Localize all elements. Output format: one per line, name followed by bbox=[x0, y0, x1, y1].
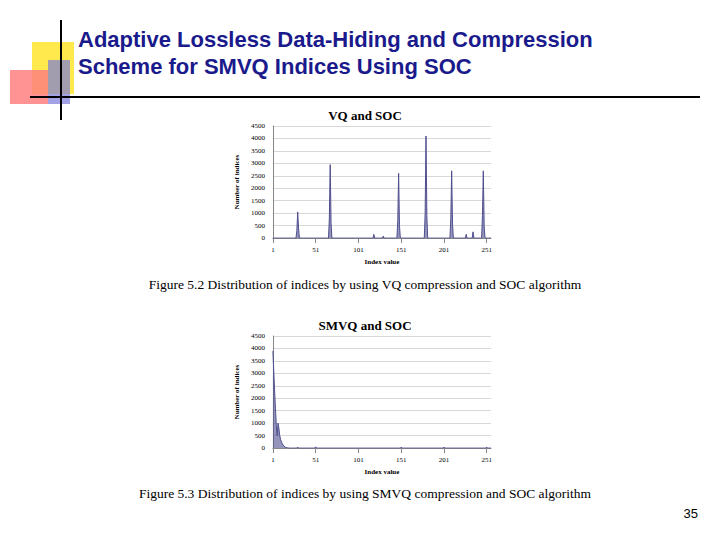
svg-text:4000: 4000 bbox=[251, 344, 266, 352]
svg-text:51: 51 bbox=[312, 246, 320, 254]
svg-text:3500: 3500 bbox=[251, 147, 266, 155]
svg-text:500: 500 bbox=[254, 432, 265, 440]
svg-text:0: 0 bbox=[261, 234, 265, 242]
svg-text:251: 251 bbox=[481, 246, 492, 254]
svg-text:1500: 1500 bbox=[251, 197, 266, 205]
svg-text:1: 1 bbox=[271, 456, 275, 464]
svg-text:1000: 1000 bbox=[251, 419, 266, 427]
html-text:Figure 5.2 Distribution of ind: Figure 5.2 Distribution of indices by us… bbox=[148, 277, 582, 292]
svg-text:Index value: Index value bbox=[365, 258, 400, 266]
svg-text:151: 151 bbox=[396, 456, 407, 464]
svg-text:1: 1 bbox=[271, 246, 275, 254]
svg-text:VQ and SOC: VQ and SOC bbox=[328, 108, 402, 123]
svg-text:201: 201 bbox=[439, 456, 450, 464]
html-text:35: 35 bbox=[683, 506, 698, 521]
svg-text:Number of indices: Number of indices bbox=[233, 154, 241, 209]
svg-text:101: 101 bbox=[353, 246, 364, 254]
svg-text:201: 201 bbox=[439, 246, 450, 254]
svg-text:3000: 3000 bbox=[251, 369, 266, 377]
svg-text:4500: 4500 bbox=[251, 122, 266, 130]
svg-text:SMVQ and SOC: SMVQ and SOC bbox=[318, 318, 411, 333]
svg-text:3000: 3000 bbox=[251, 159, 266, 167]
svg-text:4500: 4500 bbox=[251, 332, 266, 340]
svg-text:2000: 2000 bbox=[251, 394, 266, 402]
svg-text:1000: 1000 bbox=[251, 209, 266, 217]
svg-text:2500: 2500 bbox=[251, 382, 266, 390]
html-text:Figure 5.3 Distribution of ind: Figure 5.3 Distribution of indices by us… bbox=[138, 486, 592, 501]
html-text:Scheme for SMVQ Indices Using: Scheme for SMVQ Indices Using SOC bbox=[78, 54, 472, 79]
svg-text:51: 51 bbox=[312, 456, 320, 464]
svg-text:2500: 2500 bbox=[251, 172, 266, 180]
svg-text:151: 151 bbox=[396, 246, 407, 254]
svg-text:101: 101 bbox=[353, 456, 364, 464]
svg-text:Index value: Index value bbox=[365, 468, 400, 476]
svg-text:251: 251 bbox=[481, 456, 492, 464]
html-text:Adaptive Lossless Data-Hiding: Adaptive Lossless Data-Hiding and Compre… bbox=[78, 27, 593, 52]
svg-text:3500: 3500 bbox=[251, 357, 266, 365]
svg-text:Number of indices: Number of indices bbox=[233, 364, 241, 419]
svg-text:0: 0 bbox=[261, 444, 265, 452]
svg-text:4000: 4000 bbox=[251, 134, 266, 142]
svg-text:2000: 2000 bbox=[251, 184, 266, 192]
svg-text:500: 500 bbox=[254, 222, 265, 230]
svg-text:1500: 1500 bbox=[251, 407, 266, 415]
